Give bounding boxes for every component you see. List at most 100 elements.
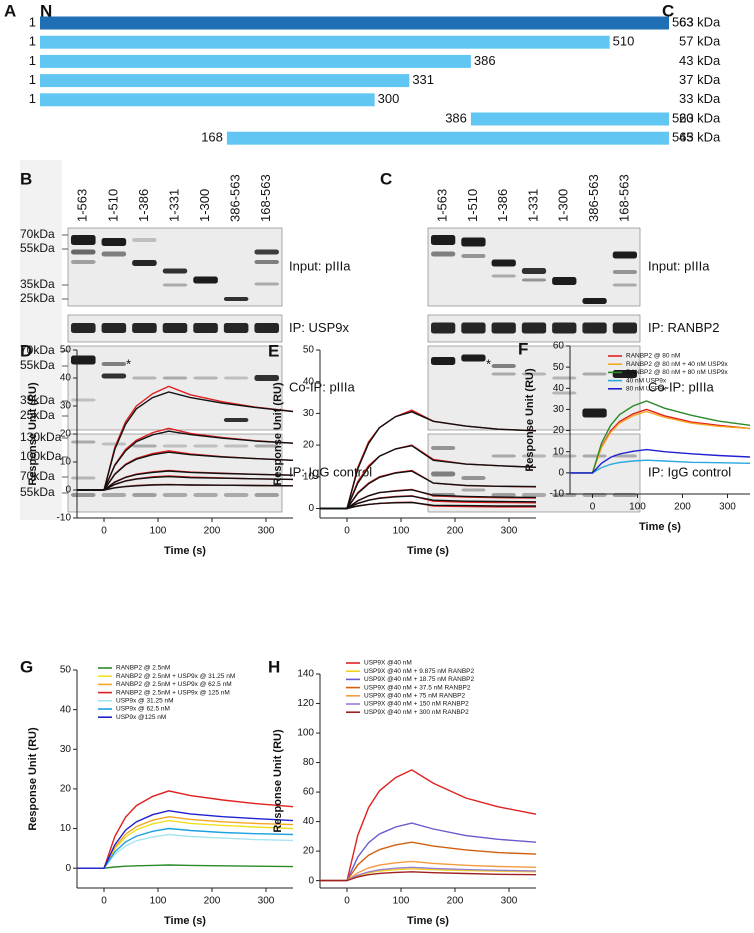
legend-label: USP9X @40 nM + 150 nM RANBP2 <box>364 701 469 708</box>
band <box>461 254 486 258</box>
legend-label: RANBP2 @ 2.5nM + USP9x @ 62.5 nM <box>116 681 232 688</box>
construct-bar <box>40 16 669 30</box>
y-tick-label: 100 <box>297 728 314 739</box>
y-tick-label: 10 <box>553 446 565 457</box>
y-axis-label: Response Unit (RU) <box>272 382 284 486</box>
x-tick-label: 0 <box>344 526 350 537</box>
band <box>582 372 607 376</box>
band <box>491 364 516 368</box>
band <box>132 376 157 380</box>
band <box>461 476 486 480</box>
legend-label: USP9X @40 nM <box>364 660 412 667</box>
blot-label: Input: pIIIa <box>289 258 351 273</box>
y-tick-label: 20 <box>303 440 315 451</box>
panel-label: E <box>268 341 279 360</box>
series-line <box>77 809 294 869</box>
construct-start: 1 <box>29 91 36 106</box>
band <box>582 298 607 304</box>
series-line <box>77 833 294 869</box>
band <box>101 373 127 379</box>
y-tick-label: -10 <box>550 489 565 500</box>
y-tick-label: 50 <box>303 345 315 356</box>
band <box>132 238 157 242</box>
band <box>461 237 486 247</box>
series-line <box>77 827 294 869</box>
legend-label: RANBP2 @ 80 nM + 80 nM USP9x <box>626 369 729 376</box>
lane-label: 168-563 <box>258 174 273 222</box>
band <box>71 260 96 264</box>
band <box>491 372 516 376</box>
band <box>132 260 157 266</box>
marker-strip <box>20 160 62 520</box>
legend-label: RANBP2 @ 80 nM + 40 nM USP9x <box>626 361 729 368</box>
x-tick-label: 300 <box>501 526 518 537</box>
panel-label: B <box>20 169 32 188</box>
panel-label: G <box>20 657 33 676</box>
mw-label: 55kDa <box>20 358 55 372</box>
y-tick-label: 0 <box>558 467 564 478</box>
band <box>612 283 637 287</box>
construct-end: 300 <box>378 91 400 106</box>
x-tick-label: 300 <box>501 896 518 907</box>
band <box>431 446 456 450</box>
blot-label: Co-IP: pIIIa <box>648 379 715 394</box>
band <box>431 235 456 245</box>
mw-label: 35kDa <box>20 393 55 407</box>
band <box>132 493 157 497</box>
lane-label: 1-386 <box>136 189 151 222</box>
blot <box>427 433 641 513</box>
construct-end: 563 <box>672 130 694 145</box>
band <box>193 444 218 448</box>
legend-label: USP9x @ 31.25 nM <box>116 698 174 705</box>
band <box>521 278 547 282</box>
band <box>223 376 249 380</box>
panel-label: C <box>380 169 392 188</box>
y-axis-label: Response Unit (RU) <box>27 727 39 831</box>
y-tick-label: 30 <box>553 404 565 415</box>
construct-end: 563 <box>672 14 694 29</box>
series-line <box>320 489 537 510</box>
y-tick-label: 20 <box>60 784 72 795</box>
band <box>431 322 456 334</box>
mw-label: 100kDa <box>20 449 62 463</box>
x-tick-label: 200 <box>447 526 464 537</box>
panel-label: F <box>518 339 528 358</box>
series-line <box>320 470 537 510</box>
y-tick-label: 50 <box>553 362 565 373</box>
lane-label: 386-563 <box>228 174 243 222</box>
construct-size: 33 kDa <box>679 91 721 106</box>
n-terminus-label: N <box>40 1 52 20</box>
lane-label: 1-331 <box>166 189 181 222</box>
mw-label: 70kDa <box>20 343 55 357</box>
band <box>101 238 127 246</box>
legend-label: 40 nM USP9x <box>626 377 667 384</box>
band <box>193 376 218 380</box>
panel-label: D <box>20 341 32 360</box>
lane-label: 1-563 <box>75 189 90 222</box>
band <box>223 297 249 301</box>
series-line <box>320 444 537 510</box>
band <box>254 493 279 497</box>
x-tick-label: 200 <box>204 526 221 537</box>
band <box>162 493 188 497</box>
x-axis-label: Time (s) <box>639 521 681 533</box>
lane-label: 168-563 <box>616 174 631 222</box>
y-tick-label: 0 <box>65 863 71 874</box>
mw-label: 25kDa <box>20 408 55 422</box>
x-tick-label: 300 <box>258 896 275 907</box>
band <box>254 260 279 264</box>
asterisk: * <box>486 356 491 371</box>
series-line <box>77 451 294 491</box>
x-axis-label: Time (s) <box>164 545 206 557</box>
band <box>223 493 249 497</box>
band <box>71 398 96 402</box>
band <box>162 444 188 448</box>
series-line <box>320 866 537 882</box>
y-tick-label: 40 <box>553 383 565 394</box>
y-tick-label: 30 <box>60 744 72 755</box>
y-tick-label: 30 <box>60 401 72 412</box>
construct-end: 510 <box>613 34 635 49</box>
series-line <box>320 822 537 882</box>
band <box>254 282 279 286</box>
legend-label: RANBP2 @ 2.5nM <box>116 665 170 672</box>
